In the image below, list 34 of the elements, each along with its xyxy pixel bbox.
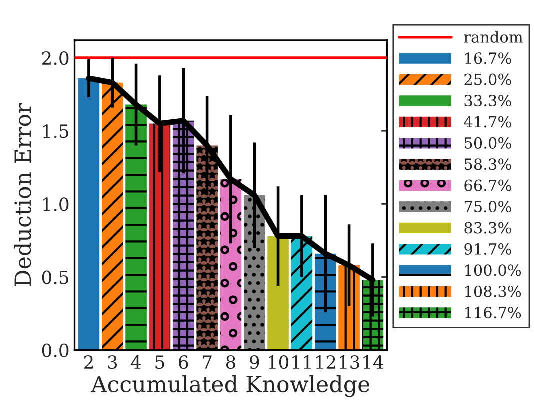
legend-label: 16.7% (466, 52, 512, 64)
legend-label: 100.0% (466, 264, 522, 276)
x-tick-label: 7 (203, 356, 212, 369)
x-tick-label: 4 (131, 356, 142, 369)
x-tick-label: 8 (226, 356, 236, 370)
y-tick-label: 0.0 (42, 344, 69, 358)
x-tick-label: 11 (292, 356, 311, 369)
x-tick-label: 5 (156, 356, 164, 370)
legend-label: 41.7% (464, 116, 512, 128)
y-tick-label: 2.0 (42, 51, 69, 66)
x-tick-label: 12 (316, 356, 336, 369)
legend-label: 91.7% (464, 243, 512, 255)
legend-label: 75.0% (464, 201, 512, 213)
legend-label: 83.3% (464, 222, 512, 234)
legend-label: 108.3% (466, 286, 522, 298)
x-tick-label: 13 (340, 356, 360, 370)
x-tick-label: 3 (108, 356, 118, 370)
x-tick-label: 9 (250, 356, 260, 370)
x-axis-title: Accumulated Knowledge (91, 375, 370, 398)
x-tick-label: 14 (364, 356, 384, 369)
y-tick-label: 0.5 (42, 270, 69, 284)
legend-label: 50.0% (464, 137, 512, 149)
legend-label: 33.3% (464, 95, 512, 107)
legend-label: 25.0% (464, 74, 512, 86)
legend-label: 66.7% (464, 180, 512, 192)
x-tick-label: 2 (84, 356, 93, 369)
y-tick-label: 1.5 (43, 124, 69, 138)
y-axis-title: Deduction Error (14, 103, 32, 286)
legend-label: 58.3% (464, 158, 512, 170)
x-tick-label: 10 (269, 356, 289, 370)
y-tick-label: 1.0 (43, 198, 69, 212)
legend-label: random (464, 31, 523, 43)
x-tick-label: 6 (179, 356, 188, 370)
legend-label: 116.7% (466, 307, 522, 319)
